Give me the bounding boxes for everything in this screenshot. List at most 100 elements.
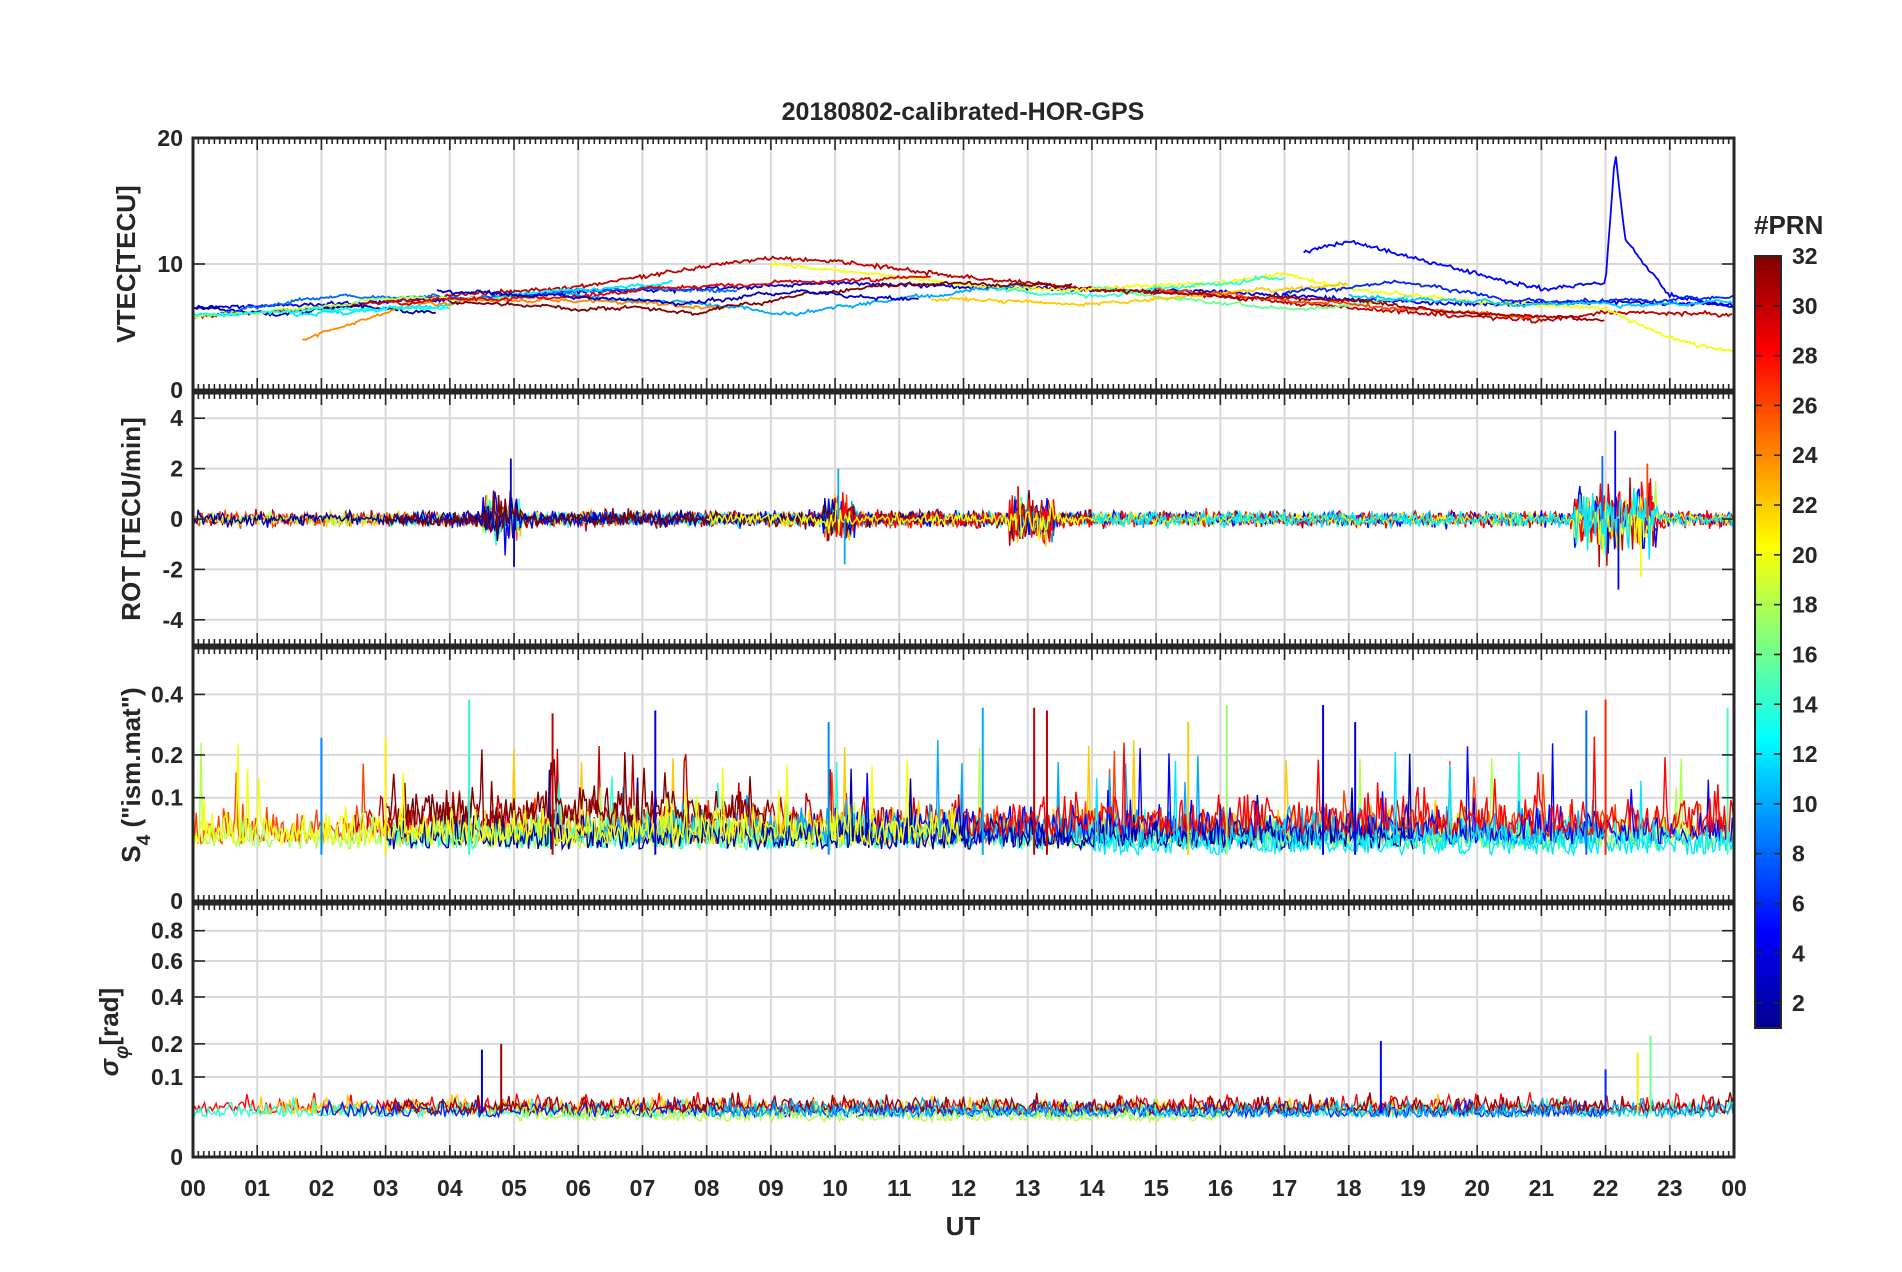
sigma-phi-ylabel-base: σ [94, 1057, 124, 1076]
vtec-ytick-label: 0 [170, 377, 183, 403]
vtec-series-prn-16 [1091, 285, 1412, 312]
x-tick-label: 22 [1593, 1175, 1619, 1201]
x-tick-label: 23 [1657, 1175, 1683, 1201]
x-tick-label: 03 [373, 1175, 399, 1201]
sig-ytick-label: 0 [170, 1144, 183, 1170]
x-tick-labels: 00 01 02 03 04 05 06 07 08 09 10 11 12 13 14 15 16 17 18 19… [180, 1175, 1747, 1201]
s4-y-tick-labels: 0 0.1 0.2 0.4 [151, 681, 183, 914]
sigma-phi-series-prn-31 [384, 1092, 1733, 1116]
colorbar-tick-label: 24 [1792, 442, 1818, 468]
s4-ytick-label: 0.4 [151, 681, 183, 707]
rot-ytick-label: 4 [170, 405, 183, 431]
vtec-series-prn-6 [1284, 279, 1734, 304]
x-tick-label: 18 [1336, 1175, 1362, 1201]
colorbar-tick-label: 14 [1792, 691, 1818, 717]
vtec-y-tick-labels: 0 10 20 [157, 125, 183, 403]
s4-ytick-label: 0.1 [151, 785, 183, 811]
rot-series-prn-12 [1091, 487, 1734, 560]
sigma-phi-ylabel-sub: φ [112, 1046, 133, 1059]
rot-y-tick-labels: -4 -2 0 2 4 [163, 405, 184, 633]
vtec-series-prn-11 [1348, 294, 1733, 310]
x-tick-label: 21 [1529, 1175, 1555, 1201]
vtec-series-prn-3 [436, 288, 919, 308]
sigma-phi-ylabel-rest: [rad] [94, 988, 124, 1046]
x-tick-label: 01 [244, 1175, 270, 1201]
vtec-ylabel: VTEC[TECU] [111, 185, 141, 342]
vtec-panel: 0 10 20 VTEC[TECU] [111, 125, 1736, 403]
x-tick-label: 13 [1015, 1175, 1041, 1201]
x-tick-label: 10 [822, 1175, 848, 1201]
vtec-lines [193, 156, 1734, 353]
sig-ytick-label: 0.6 [151, 948, 183, 974]
x-tick-label: 00 [1721, 1175, 1747, 1201]
x-tick-label: 16 [1208, 1175, 1234, 1201]
vtec-series-prn-30 [193, 255, 1733, 324]
rot-ytick-label: 0 [170, 506, 183, 532]
sigma-phi-axes-box [191, 902, 1736, 1159]
vtec-series-prn-13 [193, 304, 450, 318]
colorbar-gradient [1754, 255, 1782, 1029]
s4-series-prn-12 [1091, 751, 1734, 857]
sigma-phi-panel: 0 0.1 0.2 0.4 0.6 0.8 σφ[rad] [94, 902, 1736, 1170]
colorbar-tick-label: 18 [1792, 592, 1818, 618]
rot-ytick-label: -4 [163, 607, 184, 633]
x-tick-label: 17 [1272, 1175, 1298, 1201]
colorbar-tick-label: 26 [1792, 392, 1818, 418]
colorbar-tick-label: 22 [1792, 492, 1818, 518]
chart-title: 20180802-calibrated-HOR-GPS [782, 98, 1145, 126]
sig-ytick-label: 0.8 [151, 918, 183, 944]
x-tick-label: 00 [180, 1175, 206, 1201]
s4-ylabel-rest: ("ism.mat") [116, 687, 146, 834]
s4-ytick-label: 0.2 [151, 742, 183, 768]
rot-ytick-label: -2 [163, 556, 183, 582]
x-tick-label: 07 [630, 1175, 656, 1201]
sig-ytick-label: 0.4 [151, 984, 183, 1010]
colorbar-tick-label: 20 [1792, 542, 1818, 568]
vtec-series-prn-4 [193, 280, 1733, 310]
colorbar-tick-label: 32 [1792, 243, 1818, 269]
s4-grid [193, 648, 1734, 901]
colorbar-tick-label: 6 [1792, 890, 1805, 916]
sigma-phi-series-prn-10 [706, 1096, 1734, 1120]
x-tick-label: 06 [565, 1175, 591, 1201]
rot-ytick-label: 2 [170, 456, 183, 482]
vtec-ytick-label: 10 [157, 251, 183, 277]
vtec-axes-box [191, 136, 1736, 392]
vtec-series-prn-22 [931, 281, 1349, 308]
s4-series-prn-2 [384, 753, 1414, 852]
colorbar-tick-label: 28 [1792, 343, 1818, 369]
vtec-series-prn-10 [545, 282, 1028, 317]
sig-ytick-label: 0.2 [151, 1031, 183, 1057]
x-tick-label: 19 [1400, 1175, 1426, 1201]
x-tick-label: 05 [501, 1175, 527, 1201]
vtec-series-prn-14 [995, 275, 1285, 300]
vtec-series-prn-31 [1091, 288, 1605, 322]
s4-ylabel-sub: 4 [134, 834, 155, 845]
x-tick-label: 11 [887, 1175, 912, 1201]
s4-axes-box [191, 646, 1736, 903]
x-tick-label: 02 [309, 1175, 335, 1201]
s4-series-prn-32 [384, 749, 770, 830]
s4-ytick-label: 0 [170, 888, 183, 914]
x-tick-label: 14 [1079, 1175, 1105, 1201]
x-tick-label: 12 [951, 1175, 977, 1201]
sigma-phi-lines [193, 1035, 1734, 1124]
s4-ylabel-base: S [116, 845, 146, 862]
colorbar-label: #PRN [1754, 210, 1823, 240]
colorbar-tick-label: 8 [1792, 841, 1805, 867]
x-axis-label: UT [946, 1211, 981, 1241]
sigma-phi-y-tick-labels: 0 0.1 0.2 0.4 0.6 0.8 [151, 918, 183, 1170]
colorbar-tick-label: 2 [1792, 990, 1805, 1016]
colorbar-tick-label: 30 [1792, 293, 1818, 319]
colorbar-tick-label: 12 [1792, 741, 1818, 767]
x-tick-label: 09 [758, 1175, 784, 1201]
rot-series-prn-2 [193, 497, 965, 541]
colorbar-tick-label: 16 [1792, 641, 1818, 667]
vtec-ytick-label: 20 [157, 125, 183, 151]
x-tick-label: 20 [1464, 1175, 1490, 1201]
s4-panel: 0 0.1 0.2 0.4 S4 ("ism.mat") [116, 646, 1736, 914]
x-tick-label: 08 [694, 1175, 720, 1201]
